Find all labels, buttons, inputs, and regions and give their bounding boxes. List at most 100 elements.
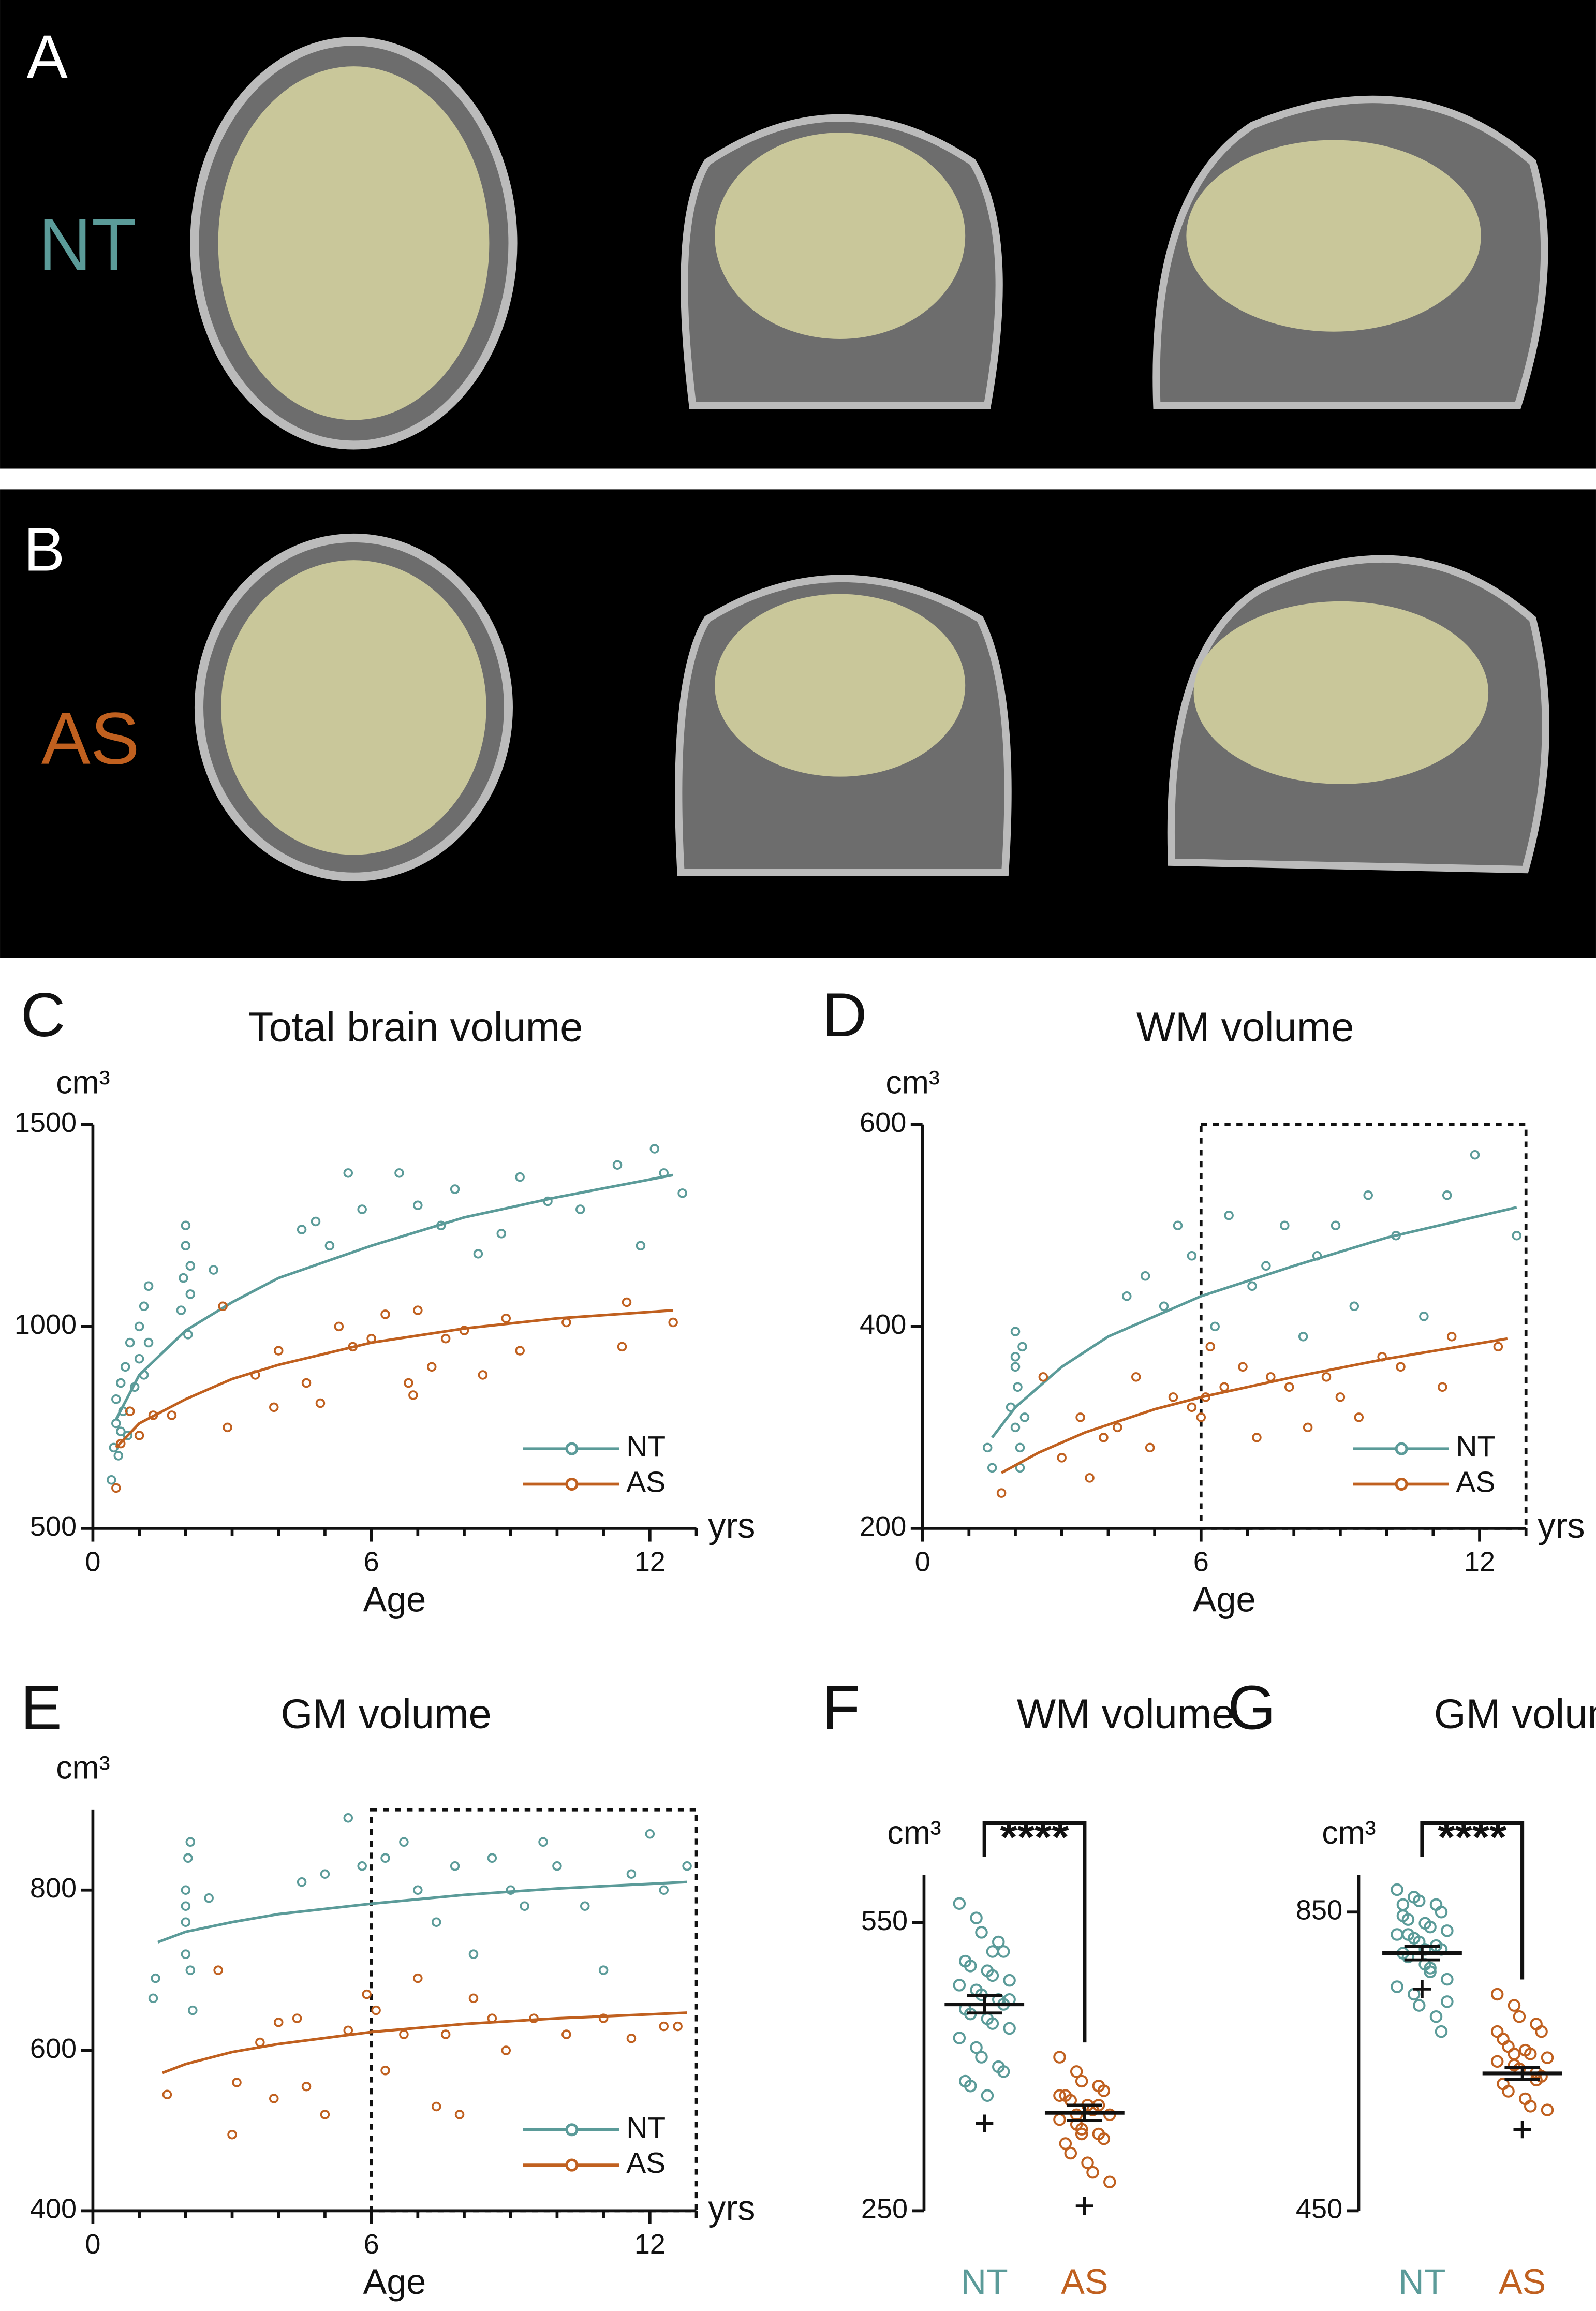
x-unit: yrs [1538,1506,1585,1545]
data-point [1081,2156,1094,2169]
data-point [454,2110,465,2119]
data-point [626,1869,637,1879]
y-tick-label: 600 [30,2033,77,2064]
data-point [987,1463,997,1473]
data-point [440,1333,451,1344]
data-point [487,1853,497,1863]
data-point [964,2079,977,2093]
panel-letter: C [21,981,65,1050]
data-point [343,1813,353,1823]
data-point [964,1960,977,1973]
data-point [334,1321,344,1332]
y-unit: cm³ [887,1815,941,1851]
data-point [450,1861,460,1871]
data-point [598,2013,609,2023]
data-point [1502,2085,1515,2098]
data-point [501,2045,511,2055]
data-point [115,1378,126,1388]
fit-curve [157,1880,687,1944]
legend-marker [1395,1442,1408,1455]
legend-marker [1395,1477,1408,1491]
data-point [515,1346,525,1356]
data-point [273,1346,284,1356]
data-point [1363,1190,1373,1200]
x-tick-label: 6 [364,1547,379,1578]
data-point [659,2021,669,2032]
data-point [1391,1928,1403,1941]
sem-bar [1504,2066,1540,2081]
sagittal-wm [1193,601,1489,784]
data-point [1015,1442,1025,1453]
legend-marker [565,2158,579,2172]
x-tick-label: 12 [1464,1547,1495,1578]
data-point [1508,2048,1521,2060]
significance-bracket [982,1821,1087,2043]
panel-letter: A [26,23,68,92]
data-point [301,2082,312,2092]
y-tick-label: 1500 [14,1107,77,1138]
data-point [1085,1473,1095,1483]
x-tick-label: 12 [634,1547,666,1578]
data-point [123,1431,132,1440]
data-point [468,1949,479,1959]
y-tick-label: 550 [861,1905,908,1936]
x-tick-label: 0 [85,2229,100,2260]
data-point [617,1342,627,1352]
data-point [1424,1920,1437,1934]
data-point [1099,1433,1109,1442]
data-point [1219,1382,1229,1392]
data-point [1003,1974,1016,1987]
data-point [598,1965,609,1975]
data-point [1019,1412,1030,1422]
legend-label: AS [1456,1466,1495,1499]
data-point [426,1362,437,1372]
data-point [357,1861,367,1871]
data-point [975,2051,988,2064]
data-point [992,1935,1005,1949]
x-tick-label: NT [961,2262,1008,2302]
data-point [1168,1392,1178,1402]
data-point [111,1394,121,1404]
y-tick-label: 500 [30,1511,77,1542]
data-point [181,1901,191,1911]
data-point [269,1402,279,1412]
data-point [185,1965,196,1975]
data-point [440,2029,451,2039]
data-point [1321,1372,1332,1382]
fit-curve [115,1309,673,1449]
data-point [552,1861,562,1871]
data-point [1437,1382,1447,1392]
data-point [1441,1973,1454,1986]
data-point [167,1410,177,1420]
data-point [580,1901,590,1911]
data-point [1103,2175,1116,2188]
data-point [1435,2025,1448,2038]
x-unit: yrs [708,2188,755,2228]
data-point [315,1398,326,1408]
data-point [1298,1332,1308,1342]
data-point [538,1837,548,1847]
data-point [1419,1312,1429,1321]
data-point [622,1297,632,1307]
data-point [1053,2113,1066,2126]
data-point [320,2110,330,2119]
x-tick-label: AS [1499,2262,1546,2302]
data-point [113,1451,124,1461]
data-point [1261,1261,1271,1271]
x-axis-label: Age [363,1580,426,1619]
data-point [659,1885,669,1895]
data-point [223,1422,232,1433]
data-point [1490,2025,1504,2038]
data-point [1303,1422,1313,1433]
data-point [1446,1332,1457,1342]
data-point [1003,2022,1016,2035]
legend-marker [565,1477,579,1491]
data-point [380,2066,390,2076]
data-point [115,1426,126,1436]
data-point [371,2005,381,2015]
data-point [413,1200,423,1211]
data-point [343,1168,353,1178]
plus-marker [1413,1980,1431,1998]
x-tick-label: 6 [1193,1547,1209,1578]
data-point [953,1897,966,1910]
